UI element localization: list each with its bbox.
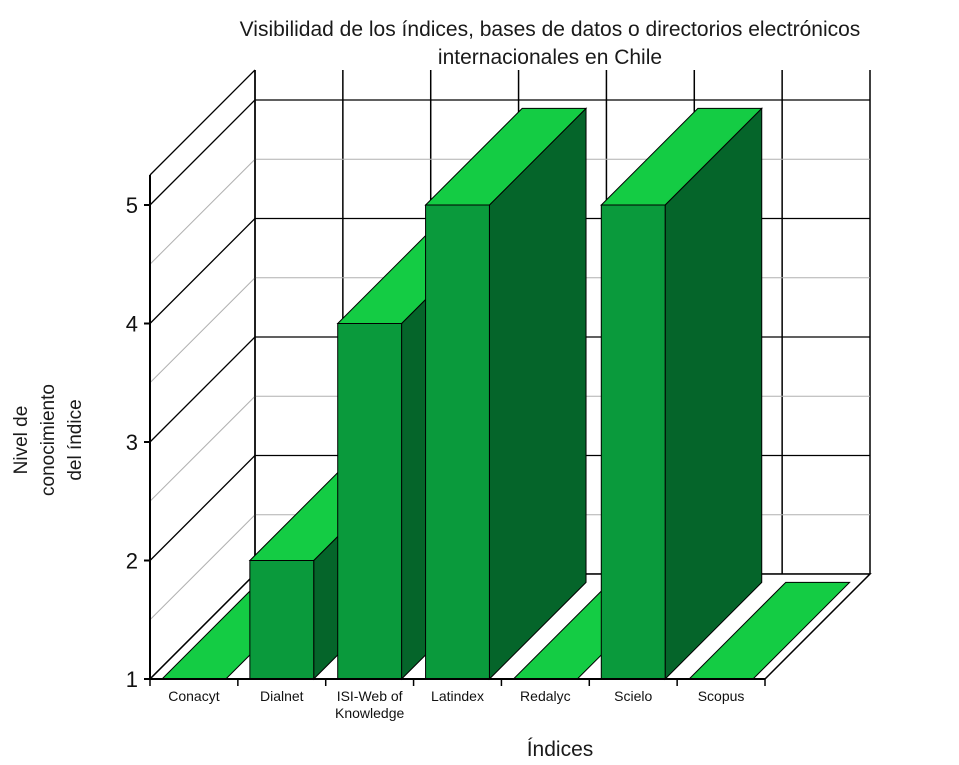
y-tick-label: 2 (126, 549, 138, 574)
x-tick-label: ISI-Web of (337, 688, 403, 704)
y-axis-label-line-2: conocimiento (38, 384, 59, 496)
side-wall-gridline (149, 336, 256, 443)
side-wall-gridline (149, 277, 256, 384)
chart-title-line-2: internacionales en Chile (437, 46, 663, 69)
side-wall-gridline (149, 395, 256, 502)
side-wall-gridline (149, 514, 256, 621)
x-tick-label: Scielo (614, 688, 652, 704)
side-wall-gridline (149, 455, 256, 561)
bar-top (424, 107, 588, 206)
bar-front (600, 204, 666, 680)
x-tick-label: Knowledge (335, 705, 404, 721)
side-wall-gridline (149, 218, 256, 324)
bar-top (600, 107, 763, 206)
x-tick-label: Scopus (698, 688, 745, 704)
bar-front (425, 204, 490, 680)
y-axis-label-line-3: del índice (65, 399, 86, 481)
x-axis-label: Índices (526, 738, 594, 761)
y-tick-label: 1 (126, 667, 138, 692)
bar-front (249, 560, 315, 680)
x-tick-label: Dialnet (260, 688, 304, 704)
side-wall-gridline (149, 158, 256, 265)
y-tick-label: 3 (126, 430, 138, 455)
x-tick-label: Latindex (431, 688, 484, 704)
side-wall-gridline (149, 99, 256, 206)
bar-front (337, 323, 403, 680)
bar-side (664, 107, 763, 681)
chart-title-line-1: Visibilidad de los índices, bases de dat… (239, 18, 861, 41)
side-wall-top-edge (149, 69, 256, 176)
x-tick-label: Conacyt (168, 688, 219, 704)
y-tick-label: 5 (126, 193, 138, 218)
y-axis-label-line-1: Nivel de (11, 405, 32, 475)
bar-side (488, 107, 587, 681)
y-tick-label: 4 (126, 312, 138, 337)
x-tick-label: Redalyc (520, 688, 571, 704)
